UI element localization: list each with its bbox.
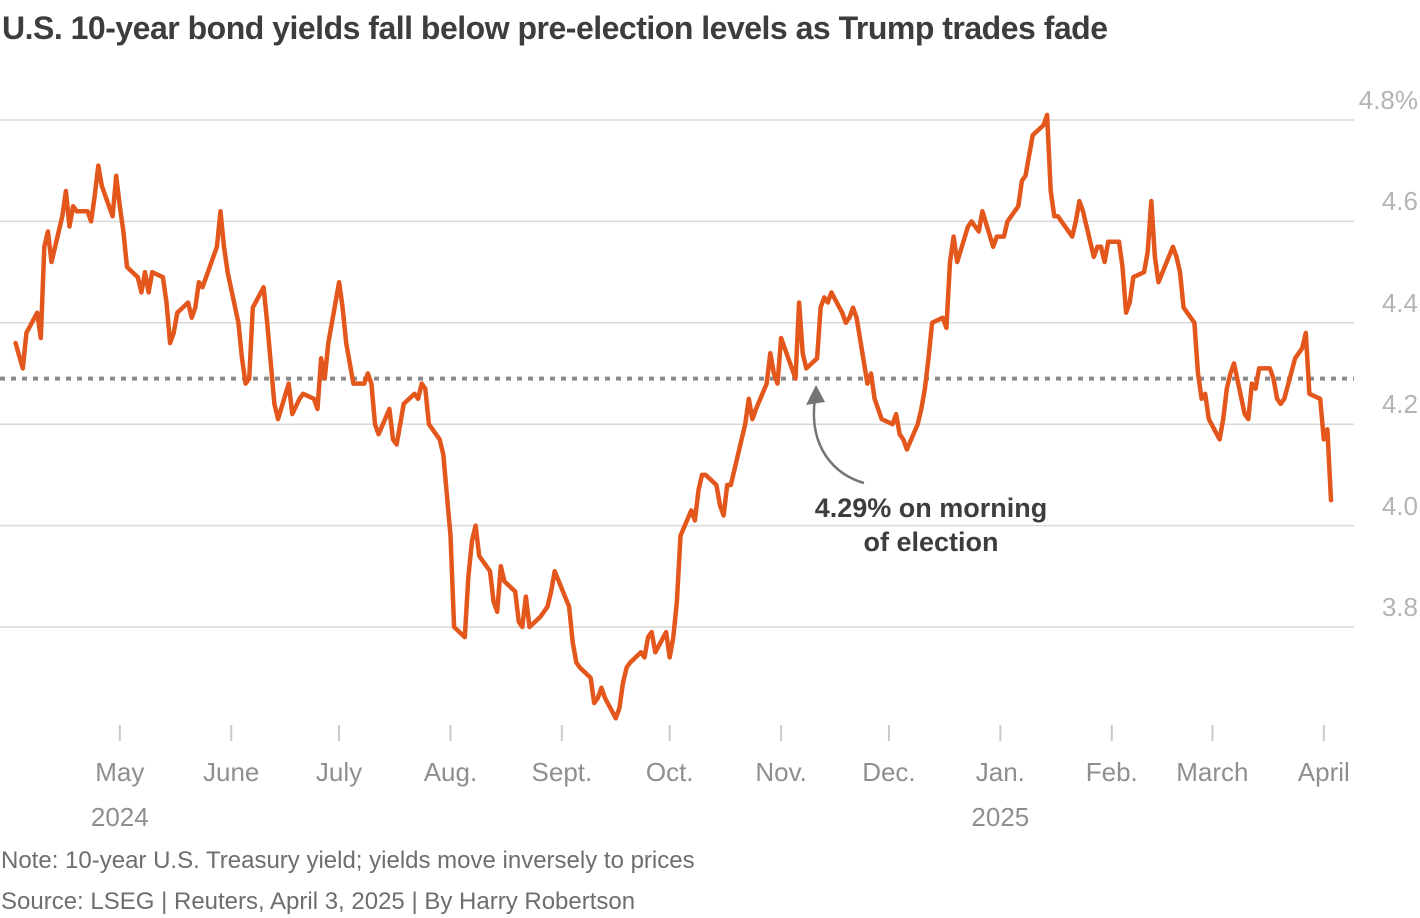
y-axis-label: 4.2: [1381, 389, 1418, 420]
plot-area: [0, 112, 1354, 741]
x-axis-label: April: [1297, 757, 1350, 787]
y-axis-label: 4.6: [1381, 186, 1418, 217]
annotation-line-2: of election: [863, 527, 999, 557]
x-axis-label: March: [1176, 757, 1249, 787]
x-axis-year-label: 2025: [971, 802, 1030, 832]
x-axis-label: May: [95, 757, 145, 787]
chart-title: U.S. 10-year bond yields fall below pre-…: [2, 10, 1108, 46]
x-axis-year-label: 2024: [90, 802, 149, 832]
footnote: Note: 10-year U.S. Treasury yield; yield…: [1, 847, 695, 874]
y-axis-label: 4.0: [1381, 490, 1418, 521]
x-axis-label: Oct.: [645, 757, 694, 787]
x-axis-label: June: [203, 757, 260, 787]
x-axis-label: July: [315, 757, 363, 787]
x-axis-label: Jan.: [975, 757, 1025, 787]
y-axis-label: 4.4: [1381, 287, 1418, 318]
yield-series-line: [13, 112, 1334, 721]
x-axis-label: Feb.: [1085, 757, 1138, 787]
source-credit: Source: LSEG | Reuters, April 3, 2025 | …: [1, 888, 636, 915]
x-axis-label: Dec.: [862, 757, 916, 787]
x-axis-label: Sept.: [531, 757, 593, 787]
y-axis-label: 4.8%: [1358, 85, 1418, 115]
reference-annotation: 4.29% on morning of election: [770, 491, 1092, 559]
x-axis-label: Aug.: [423, 757, 478, 787]
y-axis-label: 3.8: [1381, 592, 1418, 622]
annotation-arrow: [806, 385, 865, 485]
x-axis-label: Nov.: [755, 757, 807, 787]
annotation-line-1: 4.29% on morning: [814, 493, 1048, 523]
